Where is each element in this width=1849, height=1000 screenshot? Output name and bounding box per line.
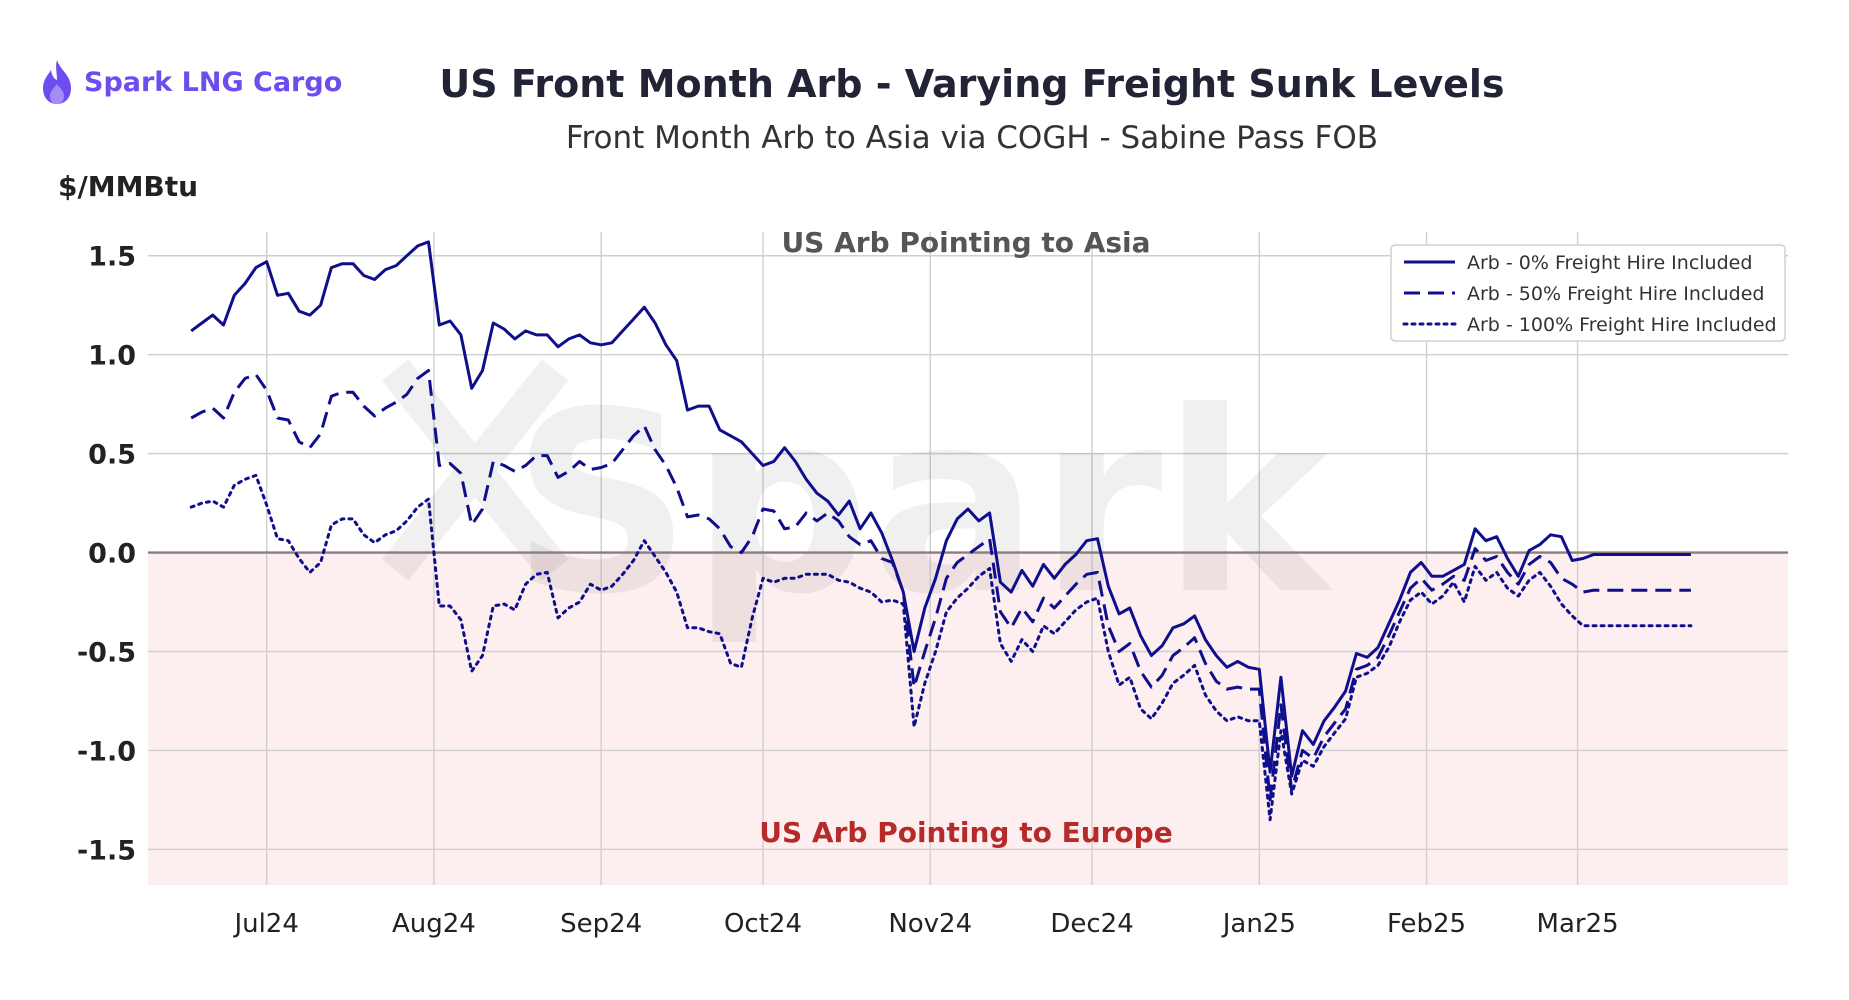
series-line-2 [189, 473, 1693, 822]
watermark-text: Spark [511, 358, 1334, 649]
x-tick-label: Jul24 [232, 909, 298, 939]
series-line-1 [190, 369, 1691, 802]
x-tick-label: Mar25 [1537, 909, 1619, 939]
x-tick-label: Oct24 [724, 909, 802, 939]
annotation-asia: US Arb Pointing to Asia [781, 226, 1150, 259]
y-axis-unit-label: $/MMBtu [58, 170, 199, 203]
series-line-0 [190, 240, 1691, 778]
flame-icon [43, 60, 71, 104]
legend-box [1390, 244, 1786, 342]
annotation-europe: US Arb Pointing to Europe [759, 816, 1172, 849]
y-tick-label: 0.0 [88, 539, 136, 570]
y-tick-label: -1.5 [77, 835, 136, 866]
y-tick-label: -1.0 [77, 736, 136, 767]
x-tick-label: Feb25 [1387, 909, 1466, 939]
legend-label: Arb - 0% Freight Hire Included [1467, 252, 1752, 274]
brand-name: Spark LNG Cargo [84, 66, 343, 98]
chart-title: US Front Month Arb - Varying Freight Sun… [439, 62, 1505, 106]
legend-label: Arb - 100% Freight Hire Included [1467, 314, 1777, 336]
brand-logo: Spark LNG Cargo [38, 58, 342, 106]
legend-label: Arb - 50% Freight Hire Included [1467, 283, 1765, 305]
y-tick-label: 1.5 [88, 242, 136, 273]
x-tick-label: Nov24 [888, 909, 972, 939]
chart-subtitle: Front Month Arb to Asia via COGH - Sabin… [565, 120, 1379, 156]
negative-region [148, 552, 1788, 885]
y-tick-label: -0.5 [77, 638, 136, 669]
x-tick-label: Dec24 [1050, 909, 1133, 939]
y-tick-label: 1.0 [88, 341, 136, 372]
x-tick-label: Aug24 [392, 909, 476, 939]
x-tick-label: Jan25 [1221, 909, 1296, 939]
watermark-mark [381, 359, 569, 581]
y-tick-label: 0.5 [88, 440, 136, 471]
x-tick-label: Sep24 [560, 909, 642, 939]
